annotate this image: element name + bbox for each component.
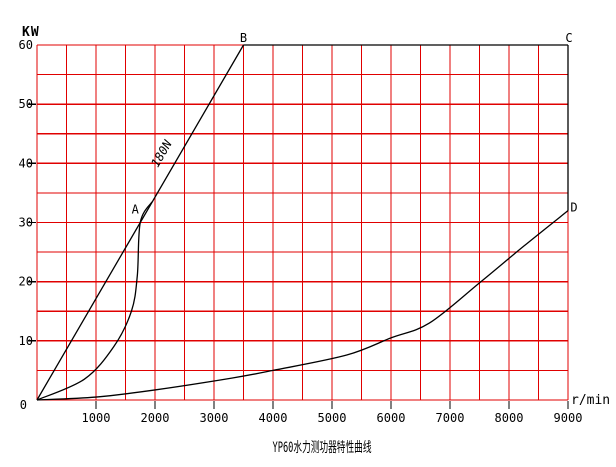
- x-tick-label: 6000: [377, 411, 406, 425]
- annotation-C: C: [565, 31, 572, 45]
- chart-title-text: YP60水力测功器特性曲线: [272, 440, 372, 456]
- y-tick-label: 50: [19, 97, 33, 111]
- y-tick-label: 60: [19, 38, 33, 52]
- y-axis-unit-label: KW: [22, 25, 40, 40]
- x-tick-label: 3000: [200, 411, 229, 425]
- y-tick-label: 0: [20, 398, 27, 412]
- x-tick-label: 7000: [436, 411, 465, 425]
- x-tick-label: 2000: [141, 411, 170, 425]
- series-full-throttle-curve: [36, 201, 153, 401]
- axis-ticks: [28, 103, 569, 409]
- chart-title: YP60水力测功器特性曲线: [242, 437, 402, 457]
- annotation-180N: 180N: [148, 137, 175, 170]
- x-tick-label: 4000: [259, 411, 288, 425]
- x-tick-label: 5000: [318, 411, 347, 425]
- annotation-B: B: [240, 31, 247, 45]
- y-tick-label: 20: [19, 275, 33, 289]
- tick-labels: 1000 2000 3000 4000 5000 6000 7000 8000 9000 0 10 2…: [19, 38, 583, 425]
- x-tick-label: 8000: [495, 411, 524, 425]
- x-axis-unit-label: r/min: [571, 393, 611, 408]
- chart-grid: [36, 44, 569, 401]
- y-tick-label: 40: [19, 156, 33, 170]
- annotation-A: A: [132, 203, 140, 217]
- x-tick-label: 1000: [82, 411, 111, 425]
- x-tick-label: 9000: [554, 411, 583, 425]
- y-tick-label: 30: [19, 216, 33, 230]
- annotation-D: D: [570, 201, 577, 215]
- y-tick-label: 10: [19, 334, 33, 348]
- series-min-load-curve: [36, 210, 569, 401]
